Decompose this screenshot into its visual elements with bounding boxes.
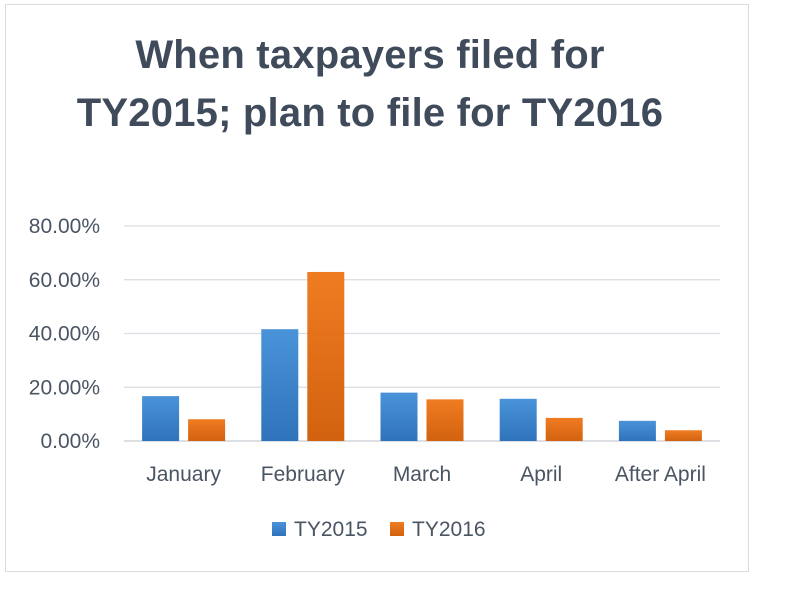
y-tick-label: 40.00% <box>29 323 100 346</box>
chart-title: When taxpayers filed for TY2015; plan to… <box>76 33 664 135</box>
x-axis-categories: January February March April After April <box>146 463 706 486</box>
bar-ty2016-march <box>426 399 464 441</box>
bar-ty2015-after-april <box>618 420 656 441</box>
bar-ty2016-after-april <box>664 430 702 441</box>
chart-frame <box>5 4 749 572</box>
y-tick-label: 80.00% <box>29 215 100 238</box>
bar-ty2015-march <box>380 392 418 441</box>
bar-ty2016-january <box>188 419 226 441</box>
bar-ty2015-january <box>142 396 180 441</box>
legend-swatch-ty2016 <box>390 522 404 536</box>
y-tick-label: 20.00% <box>29 376 100 399</box>
bar-ty2016-april <box>545 417 583 441</box>
legend-label-ty2016: TY2016 <box>412 518 486 541</box>
bars <box>142 271 702 441</box>
x-category-label: April <box>520 463 562 486</box>
gridlines <box>124 225 720 442</box>
y-axis-ticks: 0.00% 20.00% 40.00% 60.00% 80.00% <box>29 215 100 453</box>
x-category-label: After April <box>615 463 706 486</box>
legend-swatch-ty2015 <box>272 522 286 536</box>
legend: TY2015 TY2016 <box>272 518 486 541</box>
y-tick-label: 60.00% <box>29 269 100 292</box>
x-category-label: March <box>393 463 451 486</box>
bar-ty2016-february <box>307 271 345 441</box>
x-category-label: February <box>261 463 346 486</box>
legend-label-ty2015: TY2015 <box>294 518 368 541</box>
bar-ty2015-april <box>499 398 537 441</box>
x-category-label: January <box>146 463 221 486</box>
bar-ty2015-february <box>261 329 299 441</box>
y-tick-label: 0.00% <box>40 430 100 453</box>
